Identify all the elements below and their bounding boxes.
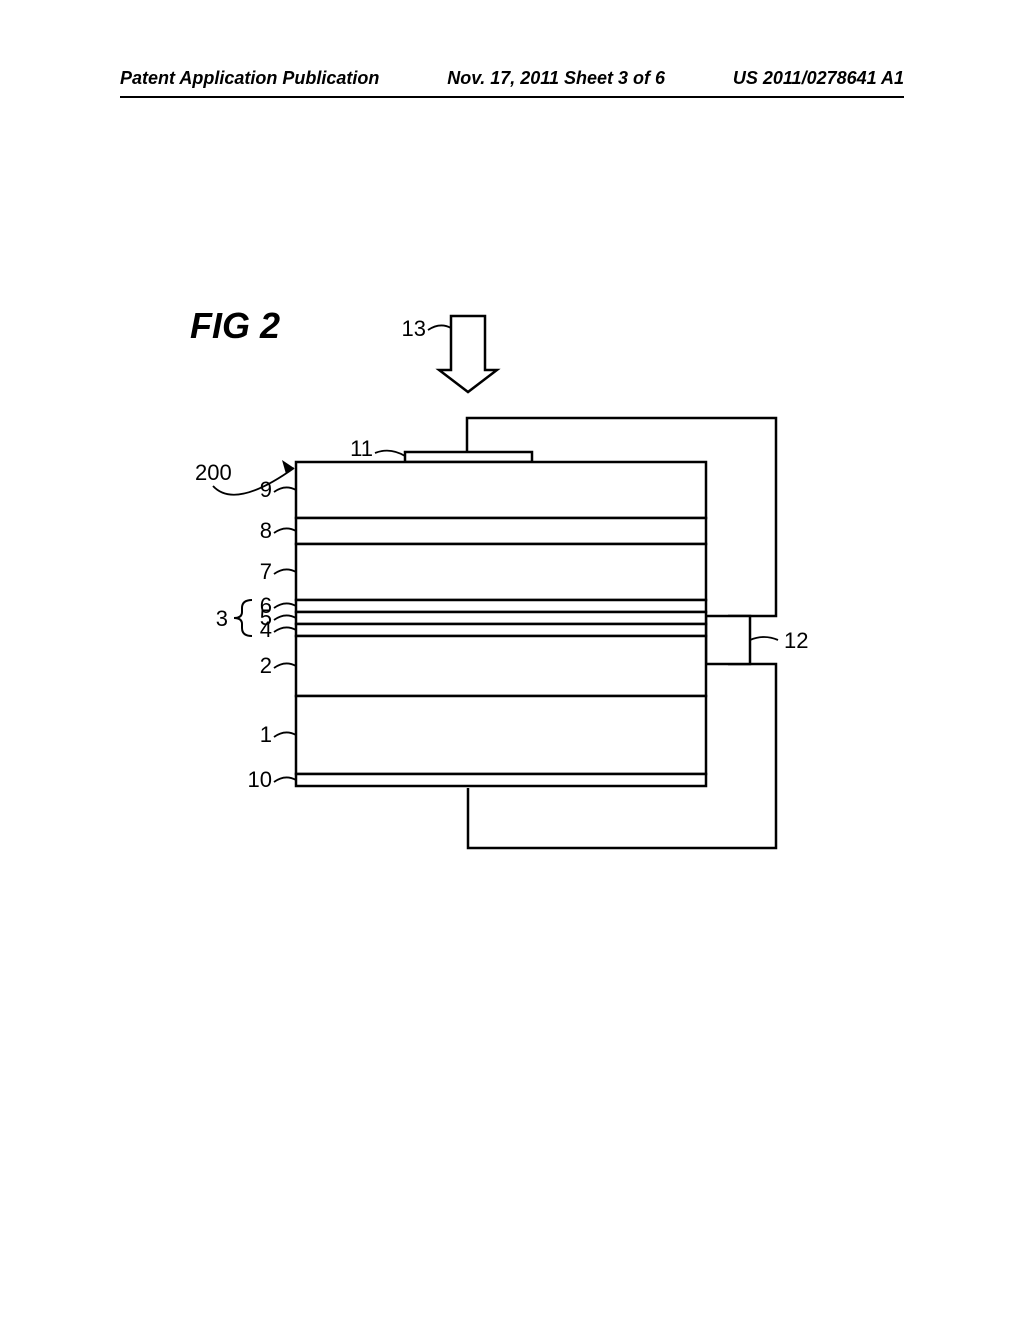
- svg-text:7: 7: [260, 559, 272, 584]
- header-left: Patent Application Publication: [120, 68, 379, 89]
- svg-text:4: 4: [260, 617, 272, 642]
- svg-text:12: 12: [784, 628, 808, 653]
- diagram-container: 12111398765421103200: [150, 300, 870, 985]
- svg-text:8: 8: [260, 518, 272, 543]
- svg-text:9: 9: [260, 477, 272, 502]
- svg-text:13: 13: [402, 316, 426, 341]
- svg-text:2: 2: [260, 653, 272, 678]
- header-right: US 2011/0278641 A1: [733, 68, 904, 89]
- patent-diagram: 12111398765421103200: [150, 300, 870, 980]
- header-rule: [120, 96, 904, 98]
- svg-text:1: 1: [260, 722, 272, 747]
- svg-text:11: 11: [350, 436, 373, 461]
- svg-text:10: 10: [248, 767, 272, 792]
- svg-text:3: 3: [216, 606, 228, 631]
- header-center: Nov. 17, 2011 Sheet 3 of 6: [447, 68, 665, 89]
- svg-text:200: 200: [195, 460, 232, 485]
